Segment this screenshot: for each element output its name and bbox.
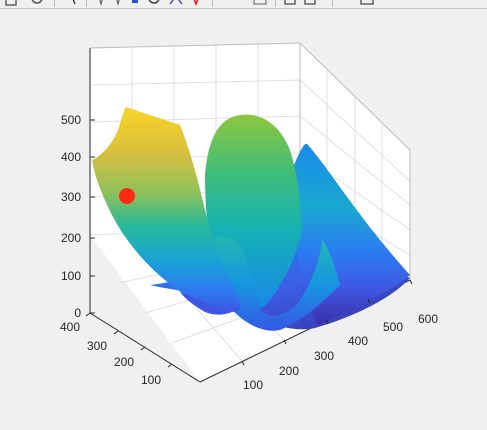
- y-tick-label: 100: [141, 373, 161, 387]
- surface-plot: [92, 107, 410, 331]
- x-tick-label: 100: [243, 378, 263, 392]
- save-icon[interactable]: [4, 0, 18, 6]
- toolbar-separator: [332, 0, 333, 7]
- dock-figure-icon[interactable]: [359, 0, 375, 6]
- zoom-in-icon[interactable]: [95, 0, 107, 6]
- z-tick-label: 400: [61, 150, 81, 164]
- toolbar-separator: [275, 0, 276, 7]
- y-tick-label: 200: [114, 355, 134, 369]
- z-tick-label: 200: [61, 231, 81, 245]
- z-tick-label: 300: [61, 190, 81, 204]
- x-axis-tick-labels: 100 200 300 400 500 600: [243, 312, 438, 392]
- print-icon[interactable]: [30, 0, 44, 6]
- pan-icon[interactable]: [129, 0, 141, 6]
- z-axis-tick-labels: 0 100 200 300 400 500: [61, 113, 81, 320]
- edit-plot-icon[interactable]: [66, 0, 80, 6]
- y-tick-label: 300: [87, 339, 107, 353]
- surface-axes[interactable]: 0 100 200 300 400 500 400 300 200 100 10…: [0, 9, 487, 430]
- insert-legend-icon[interactable]: [303, 0, 317, 6]
- y-axis-tick-labels: 400 300 200 100: [60, 320, 161, 387]
- x-tick-label: 400: [348, 334, 368, 348]
- toolbar-separator: [86, 0, 87, 7]
- datatip-icon[interactable]: [168, 0, 184, 6]
- x-tick-label: 500: [383, 320, 403, 334]
- figure-toolbar: [0, 0, 487, 9]
- zoom-out-icon[interactable]: [112, 0, 124, 6]
- marker-point: [119, 188, 135, 204]
- z-tick-label: 100: [61, 269, 81, 283]
- tick-marks: [85, 119, 413, 368]
- x-tick-label: 300: [314, 349, 334, 363]
- toolbar-separator: [212, 0, 213, 7]
- x-tick-label: 200: [279, 364, 299, 378]
- rotate-icon[interactable]: [147, 0, 161, 6]
- link-icon[interactable]: [252, 0, 268, 6]
- figure-canvas[interactable]: 0 100 200 300 400 500 400 300 200 100 10…: [0, 9, 487, 430]
- y-tick-label: 400: [60, 320, 80, 334]
- brush-icon[interactable]: [189, 0, 203, 6]
- insert-colorbar-icon[interactable]: [283, 0, 297, 6]
- toolbar-separator: [54, 0, 55, 7]
- z-tick-label: 0: [74, 306, 81, 320]
- x-tick-label: 600: [418, 312, 438, 326]
- z-tick-label: 500: [61, 113, 81, 127]
